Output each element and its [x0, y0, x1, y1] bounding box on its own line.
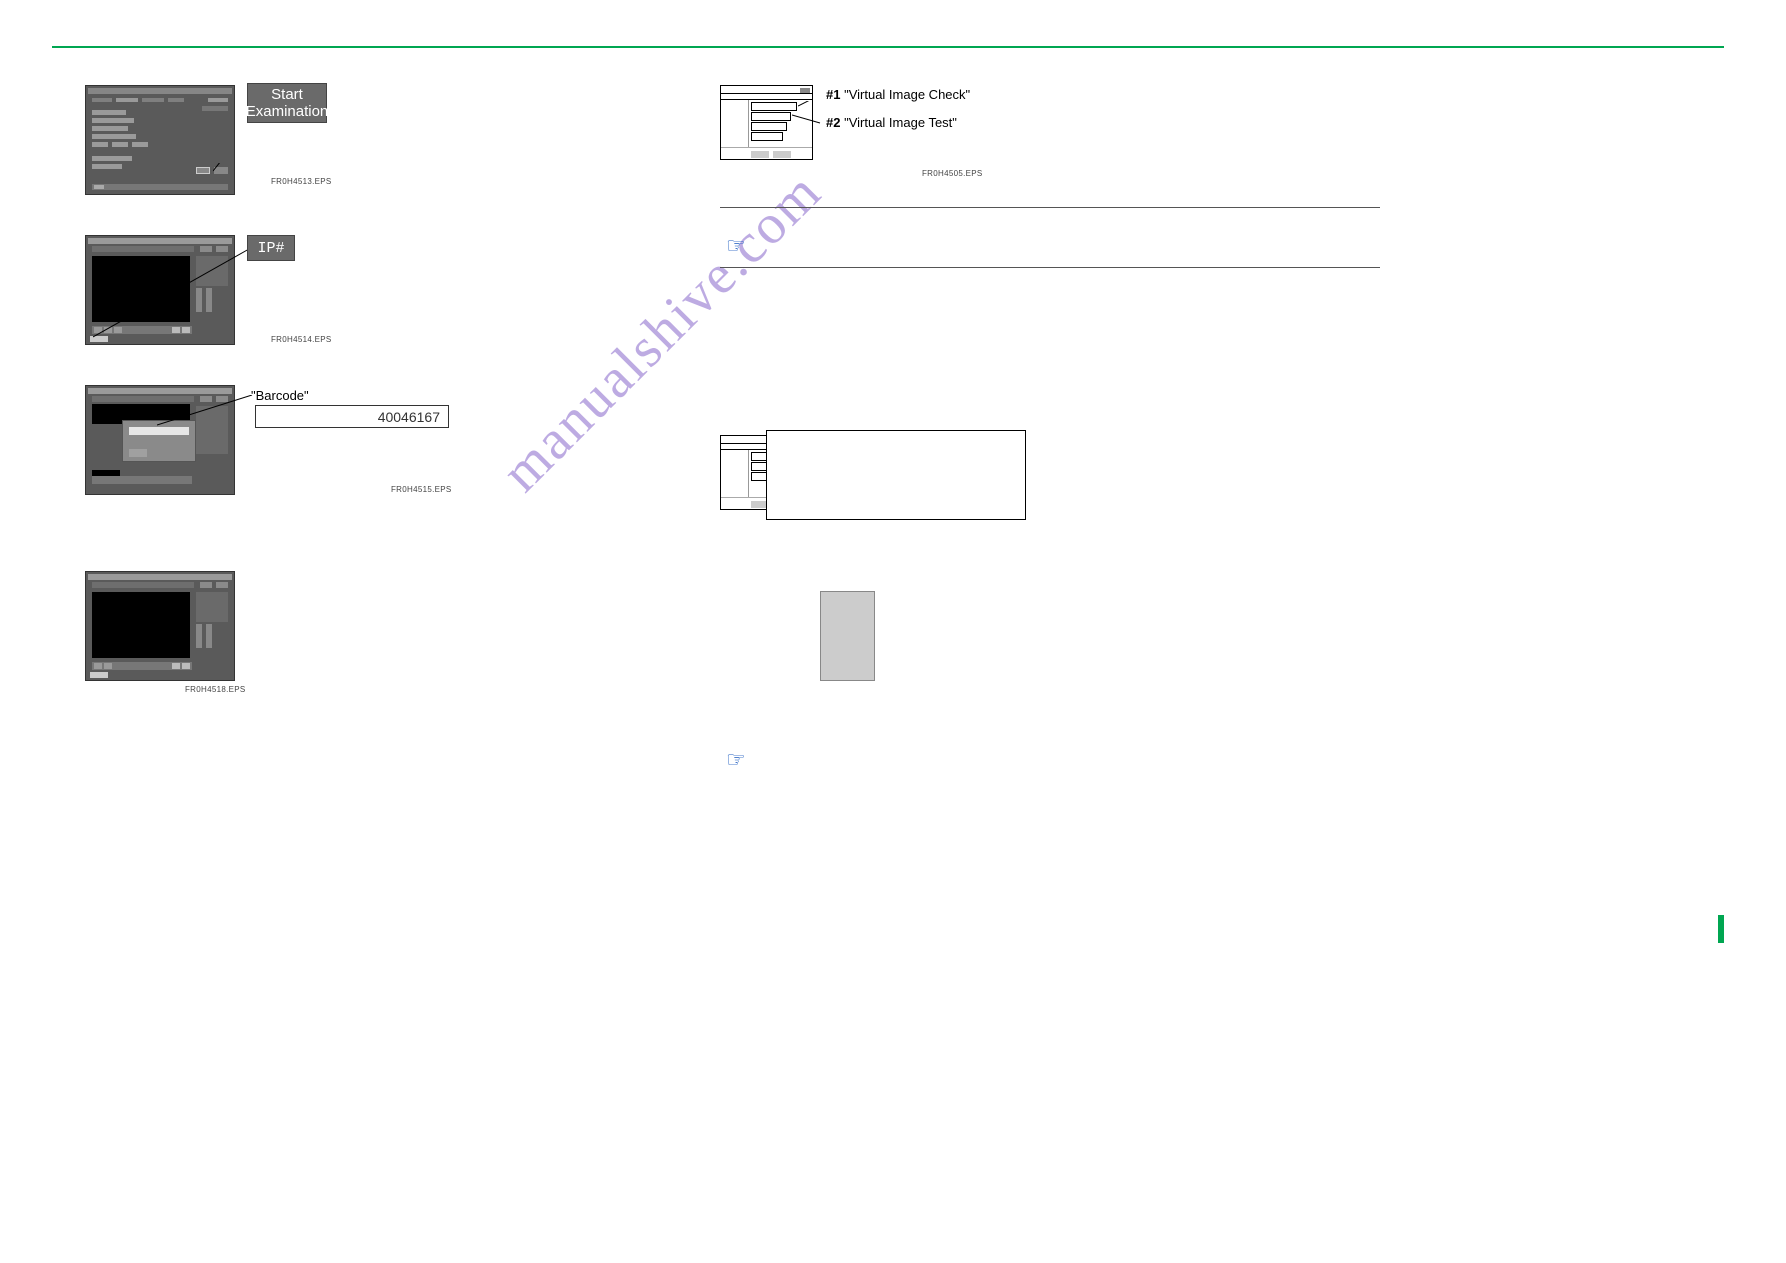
fig3-barcode-value: 40046167 — [378, 409, 440, 425]
page-edge-marker — [1718, 915, 1724, 943]
fig2-eps: FR0H4514.EPS — [271, 335, 332, 344]
fig2-callout-line — [93, 245, 263, 340]
fig5-callout-2: #2 "Virtual Image Test" — [826, 115, 957, 130]
fig1-eps: FR0H4513.EPS — [271, 177, 332, 186]
pointer-icon-2: ☞ — [726, 747, 746, 773]
pointer-icon-1: ☞ — [726, 233, 746, 259]
fig4-screenshot — [85, 571, 235, 681]
hr-2 — [720, 267, 1380, 268]
fig5-eps: FR0H4505.EPS — [922, 169, 983, 178]
fig3-barcode-label: "Barcode" — [251, 388, 309, 403]
cassette-box — [820, 591, 875, 681]
fig3-barcode-field: 40046167 — [255, 405, 449, 428]
fig5-callout-2-text: "Virtual Image Test" — [844, 115, 957, 130]
page-top-rule — [52, 46, 1724, 48]
fig5-callout-1: #1 "Virtual Image Check" — [826, 87, 970, 102]
fig5-callout-2-num: #2 — [826, 115, 840, 130]
fig4-eps: FR0H4518.EPS — [185, 685, 246, 694]
fig1-bubble: Start Examination — [247, 83, 327, 123]
fig1-callout-line — [213, 163, 261, 193]
fig5-callout-1-text: "Virtual Image Check" — [844, 87, 970, 102]
fig3-eps: FR0H4515.EPS — [391, 485, 452, 494]
fig3-callout-line — [157, 395, 265, 433]
fig2-bubble: IP# — [247, 235, 295, 261]
fig5-callout-1-num: #1 — [826, 87, 840, 102]
fig5-line-2 — [792, 113, 826, 143]
hr-1 — [720, 207, 1380, 208]
left-column: Start Examination FR0H4513.EPS IP# FR0H4… — [85, 85, 645, 711]
right-column: #1 "Virtual Image Check" #2 "Virtual Ima… — [720, 85, 1380, 295]
info-box — [766, 430, 1026, 520]
